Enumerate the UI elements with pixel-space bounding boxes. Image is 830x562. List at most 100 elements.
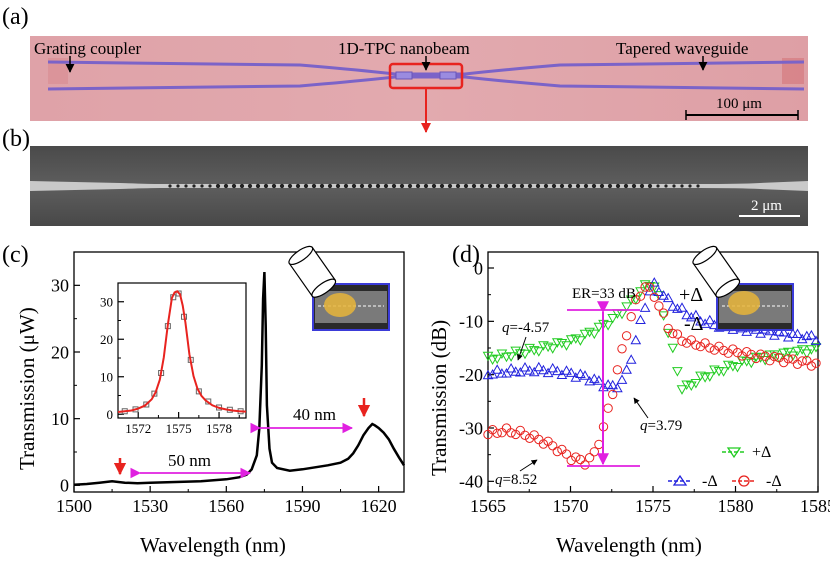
air-hole <box>615 183 621 189</box>
data-point <box>538 364 549 375</box>
data-point <box>580 460 590 470</box>
data-point <box>691 340 701 350</box>
data-point <box>663 323 673 334</box>
q-green-arrow <box>516 336 527 361</box>
inset-measured-point <box>175 290 182 297</box>
air-hole <box>255 183 261 189</box>
tapered-waveguide-label: Tapered waveguide <box>616 39 748 58</box>
left-pad <box>48 58 68 84</box>
air-hole <box>511 183 517 189</box>
scale-bar-b-label: 2 μm <box>751 198 782 214</box>
air-hole <box>407 183 413 189</box>
data-point <box>607 379 619 390</box>
data-point <box>603 403 613 413</box>
panel-b: (b) 2 μm <box>2 126 808 226</box>
air-hole <box>176 184 180 188</box>
data-point <box>538 341 549 351</box>
inset-measured-point <box>143 401 150 408</box>
data-point <box>667 343 679 354</box>
data-point <box>621 302 632 312</box>
air-hole <box>607 183 613 189</box>
air-hole <box>351 183 357 189</box>
data-point <box>635 314 646 324</box>
air-hole <box>479 183 485 189</box>
air-hole <box>567 183 573 189</box>
air-hole-array <box>168 183 700 189</box>
q-green-annotation: q=-4.57 <box>502 320 550 336</box>
air-hole <box>559 183 565 189</box>
data-point <box>506 428 516 438</box>
nanobeam-right-taper <box>439 71 457 80</box>
data-point <box>677 336 687 346</box>
y-tick-label: -40 <box>459 472 483 492</box>
air-hole <box>551 183 557 189</box>
fiber-schematic-c <box>288 245 390 331</box>
air-hole <box>303 183 309 189</box>
air-hole <box>271 183 277 189</box>
inset-label-plus: +Δ <box>679 284 703 306</box>
mode-spot-c <box>324 293 356 317</box>
panel-a-label: (a) <box>2 4 29 30</box>
data-point <box>571 452 581 462</box>
data-point <box>792 346 803 357</box>
y-tick-label: 30 <box>100 294 113 309</box>
air-hole <box>688 184 692 188</box>
x-tick-label: 1565 <box>470 496 506 516</box>
data-point <box>501 423 512 433</box>
data-point <box>538 439 549 449</box>
panel-c-xlabel: Wavelength (nm) <box>140 533 286 557</box>
data-point <box>667 301 679 311</box>
air-hole <box>543 183 549 189</box>
air-hole <box>335 183 341 189</box>
data-point <box>654 301 664 311</box>
legend-marker-minus-blue <box>672 474 688 486</box>
x-tick-label: 1585 <box>800 496 830 516</box>
air-hole <box>471 183 477 189</box>
data-point <box>556 339 568 349</box>
air-hole <box>527 183 533 189</box>
data-point <box>732 363 743 373</box>
data-point <box>515 425 525 436</box>
data-point <box>773 353 785 364</box>
data-point <box>617 344 627 354</box>
air-hole <box>192 184 196 188</box>
data-point <box>658 290 669 300</box>
data-point <box>658 311 669 321</box>
air-hole <box>311 183 317 189</box>
data-point <box>704 372 716 382</box>
data-point <box>626 312 636 322</box>
x-tick-label: 1575 <box>166 421 192 436</box>
data-point <box>631 295 641 305</box>
data-point <box>769 351 780 362</box>
data-point <box>630 334 642 345</box>
air-hole <box>631 183 637 189</box>
data-point <box>579 370 591 380</box>
upper-waveguide <box>47 60 805 76</box>
data-point <box>612 365 623 375</box>
panel-b-label: (b) <box>2 126 30 152</box>
data-point <box>589 447 599 457</box>
data-point <box>648 277 660 287</box>
data-point <box>700 338 710 348</box>
data-point <box>561 449 572 459</box>
legend-marker-plus <box>726 447 742 459</box>
legend-marker-minus-red <box>738 475 750 487</box>
panel-c-ylabel: Transmission (μW) <box>15 307 39 470</box>
legend-label-plus: +Δ <box>752 444 771 461</box>
data-point <box>797 356 807 366</box>
fiber-schematic-d: +Δ -Δ <box>679 245 794 335</box>
air-hole <box>168 184 172 188</box>
data-point <box>588 329 600 340</box>
air-hole <box>287 183 293 189</box>
right-pad <box>782 58 804 84</box>
label-50nm: 50 nm <box>168 451 211 470</box>
data-point <box>552 446 562 457</box>
y-tick-label: 20 <box>51 342 69 362</box>
data-point <box>543 436 553 446</box>
x-tick-label: 1578 <box>206 421 232 436</box>
data-point <box>709 365 720 376</box>
y-tick-label: -30 <box>459 418 483 438</box>
data-point <box>519 361 531 372</box>
air-hole <box>367 183 373 189</box>
data-point <box>801 349 813 359</box>
